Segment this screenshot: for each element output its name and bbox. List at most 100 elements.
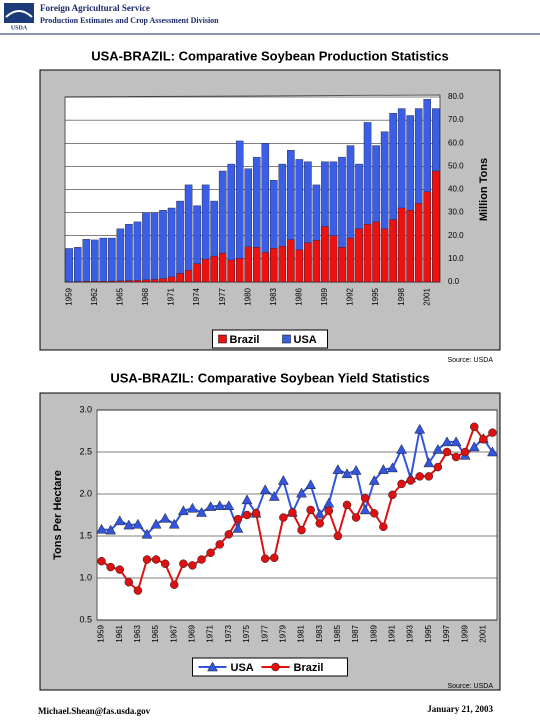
marker: [179, 560, 187, 568]
marker: [416, 472, 424, 480]
x-tick-label: 1974: [192, 287, 201, 305]
x-tick-label: 1980: [243, 287, 252, 305]
bar: [228, 260, 235, 282]
bar: [134, 222, 141, 282]
legend-swatch: [219, 335, 227, 343]
x-tick-label: 1998: [397, 287, 406, 305]
logo-text: USDA: [11, 25, 28, 31]
source-note: Source: USDA: [447, 357, 493, 364]
x-tick-label: 1985: [333, 624, 342, 642]
marker: [270, 554, 278, 562]
marker: [425, 472, 433, 480]
bar: [236, 258, 243, 282]
marker: [170, 581, 178, 589]
marker: [343, 501, 351, 509]
bar: [245, 247, 252, 282]
bar: [321, 227, 328, 283]
x-tick-label: 1961: [115, 624, 124, 642]
marker: [198, 556, 206, 564]
chart: USA-BRAZIL: Comparative Soybean Yield St…: [40, 370, 500, 690]
marker: [370, 509, 378, 517]
bar: [355, 229, 362, 282]
marker: [443, 448, 451, 456]
marker: [325, 507, 333, 515]
marker: [479, 435, 487, 443]
y-tick-label: 0.0: [448, 277, 460, 286]
marker: [272, 663, 280, 671]
source-note: Source: USDA: [447, 683, 493, 690]
bar: [185, 270, 192, 282]
x-tick-label: 1965: [151, 624, 160, 642]
marker: [98, 557, 106, 565]
chart: USA-BRAZIL: Comparative Soybean Producti…: [40, 48, 500, 363]
marker: [161, 560, 169, 568]
bar: [304, 243, 311, 282]
marker: [116, 566, 124, 574]
bar: [66, 248, 73, 282]
bar: [338, 247, 345, 282]
marker: [279, 514, 287, 522]
legend-swatch: [283, 335, 291, 343]
bar: [176, 201, 183, 282]
y-tick-label: 2.5: [79, 446, 92, 456]
bar: [398, 208, 405, 282]
marker: [125, 578, 133, 586]
x-tick-label: 1979: [278, 624, 287, 642]
x-tick-label: 1963: [133, 624, 142, 642]
marker: [307, 506, 315, 514]
x-tick-label: 1989: [320, 287, 329, 305]
x-tick-label: 1983: [269, 287, 278, 305]
marker: [188, 561, 196, 569]
bar: [100, 281, 107, 282]
x-tick-label: 1993: [406, 624, 415, 642]
x-tick-label: 1983: [315, 624, 324, 642]
y-tick-label: 30.0: [448, 208, 464, 217]
x-tick-label: 1999: [460, 624, 469, 642]
bar: [313, 240, 320, 282]
marker: [243, 511, 251, 519]
y-tick-label: 50.0: [448, 161, 464, 170]
bar: [151, 213, 158, 282]
y-tick-label: 60.0: [448, 138, 464, 147]
bar: [117, 229, 124, 282]
bar: [91, 240, 98, 282]
bar: [296, 250, 303, 282]
marker: [288, 508, 296, 516]
bar: [83, 239, 90, 282]
marker: [107, 563, 115, 571]
marker: [134, 587, 142, 595]
x-tick-label: 1991: [388, 624, 397, 642]
bar: [202, 259, 209, 282]
marker: [352, 514, 360, 522]
marker: [298, 526, 306, 534]
x-tick-label: 1995: [371, 287, 380, 305]
y-tick-label: 20.0: [448, 231, 464, 240]
plot-area: [97, 410, 497, 620]
marker: [407, 477, 415, 485]
bar: [117, 281, 124, 282]
marker: [334, 532, 342, 540]
marker: [452, 453, 460, 461]
agency: Foreign Agricultural Service: [40, 3, 150, 13]
bar: [83, 281, 90, 282]
legend-label: Brazil: [294, 662, 324, 674]
bar: [424, 192, 431, 282]
bar: [159, 210, 166, 282]
marker: [379, 523, 387, 531]
bar: [91, 281, 98, 282]
chart-title: USA-BRAZIL: Comparative Soybean Producti…: [91, 48, 449, 63]
marker: [316, 519, 324, 527]
x-tick-label: 2001: [422, 287, 431, 305]
x-tick-label: 1975: [242, 624, 251, 642]
bar: [100, 238, 107, 282]
bar: [194, 264, 201, 282]
bar: [134, 280, 141, 282]
bar: [415, 203, 422, 282]
x-tick-label: 1987: [351, 624, 360, 642]
x-tick-label: 1973: [224, 624, 233, 642]
bar: [270, 248, 277, 282]
bar: [347, 238, 354, 282]
marker: [234, 515, 242, 523]
